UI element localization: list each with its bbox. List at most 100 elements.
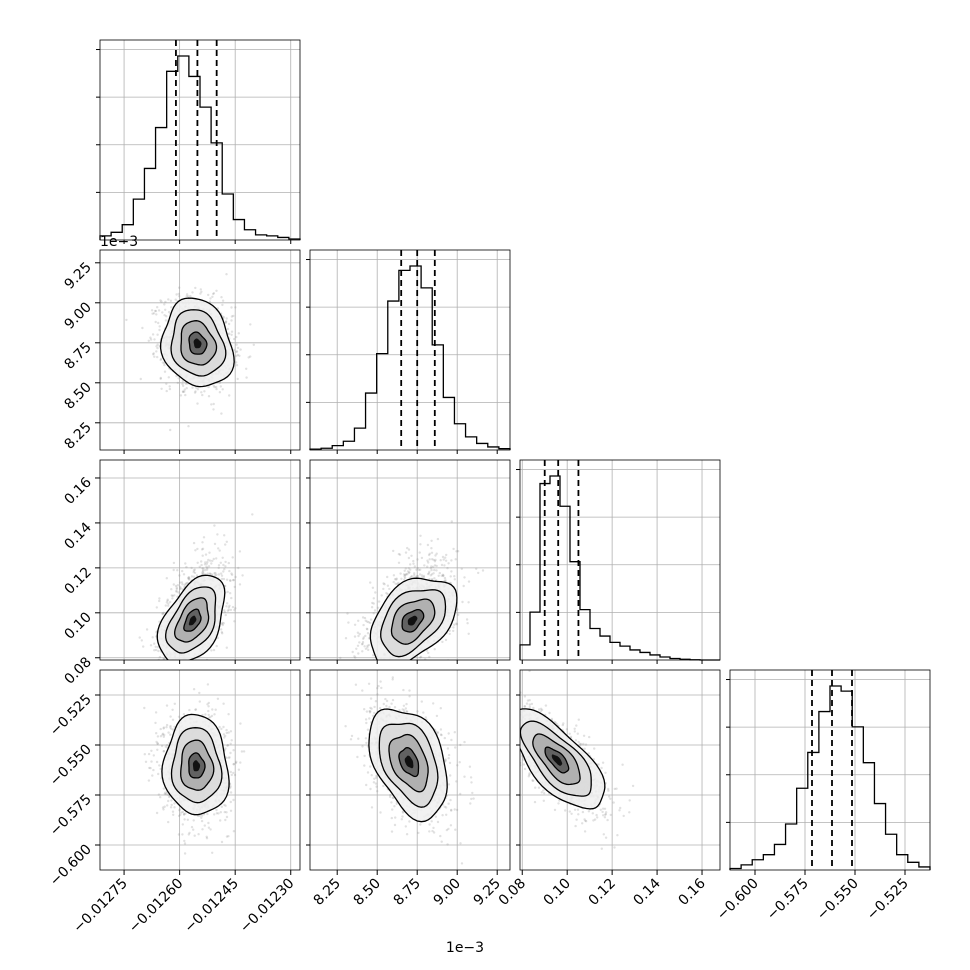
scatter-point: [142, 667, 144, 669]
scatter-point: [236, 353, 240, 357]
scatter-point: [163, 733, 166, 737]
scatter-point: [155, 313, 158, 316]
scatter-point: [153, 642, 156, 645]
scatter-point: [172, 667, 174, 669]
scatter-point: [353, 655, 356, 658]
scatter-point: [159, 357, 163, 361]
scatter-point: [176, 584, 180, 587]
scatter-point: [179, 585, 182, 589]
scatter-point: [222, 316, 226, 319]
scatter-point: [225, 605, 228, 608]
scatter-point: [217, 564, 221, 567]
scatter-point: [361, 650, 364, 653]
scatter-point: [372, 654, 375, 657]
scatter-point: [178, 295, 181, 298]
scatter-point: [182, 390, 185, 393]
scatter-point: [217, 547, 220, 550]
histogram-step-line: [309, 265, 511, 450]
scatter-point: [368, 660, 370, 662]
scatter-point: [192, 688, 196, 691]
scatter-point: [430, 547, 433, 550]
scatter-point: [233, 608, 236, 612]
scatter-point: [142, 645, 145, 648]
scatter-point: [196, 388, 200, 391]
scatter-point: [182, 573, 186, 576]
scatter-point: [201, 569, 205, 572]
scatter-point: [157, 309, 161, 312]
scatter-point: [153, 649, 156, 652]
scatter-point: [215, 644, 218, 648]
scatter-point: [363, 616, 367, 620]
scatter-point: [357, 634, 360, 638]
histogram-panel-3: [729, 669, 931, 871]
scatter-point: [187, 577, 190, 580]
scatter-point: [361, 640, 365, 644]
scatter-point: [156, 343, 159, 346]
scatter-point: [434, 554, 437, 557]
scatter-point: [192, 541, 196, 545]
scatter-point: [187, 576, 191, 579]
scatter-point: [191, 386, 194, 389]
scatter-point: [241, 574, 244, 577]
histogram-panel-1: [309, 249, 511, 451]
scatter-point: [455, 623, 459, 626]
scatter-point: [228, 579, 232, 582]
scatter-point: [357, 619, 360, 622]
scatter-point: [215, 557, 218, 560]
scatter-point: [181, 663, 183, 665]
scatter-point: [187, 425, 190, 428]
scatter-point: [206, 683, 210, 686]
scatter-point: [234, 306, 237, 309]
scatter-point: [395, 578, 398, 581]
scatter-point: [154, 645, 157, 648]
scatter-point: [428, 552, 431, 555]
scatter-point: [435, 552, 438, 555]
scatter-point: [229, 730, 233, 733]
scatter-point: [431, 565, 435, 568]
scatter-point: [238, 550, 242, 553]
scatter-point: [404, 567, 407, 570]
scatter-point: [220, 574, 224, 577]
scatter-point: [233, 585, 236, 589]
scatter-point: [191, 291, 194, 294]
scatter-point: [182, 813, 186, 816]
scatter-point: [177, 591, 180, 594]
scatter-point: [403, 575, 406, 578]
scatter-point: [209, 715, 212, 719]
scatter-point: [462, 584, 465, 588]
scatter-point: [181, 583, 184, 586]
scatter-point: [157, 772, 160, 776]
scatter-point: [178, 581, 182, 584]
scatter-point: [403, 574, 407, 577]
scatter-point: [221, 299, 225, 302]
scatter-point: [220, 631, 224, 634]
scatter-point: [196, 561, 199, 564]
scatter-point: [216, 533, 219, 536]
scatter-point: [147, 339, 150, 342]
scatter-point: [224, 584, 227, 588]
scatter-point: [192, 569, 196, 572]
density-core: [188, 615, 197, 626]
scatter-point: [446, 567, 449, 570]
scatter-point: [238, 583, 242, 586]
scatter-point: [369, 581, 372, 584]
scatter-point: [159, 377, 162, 380]
scatter-point: [230, 572, 233, 575]
scatter-point: [195, 574, 199, 577]
scatter-point: [205, 562, 208, 565]
scatter-point: [222, 622, 225, 625]
scatter-point: [228, 332, 231, 335]
scatter-point: [210, 573, 213, 576]
scatter-point: [228, 569, 231, 573]
scatter-point: [194, 286, 197, 290]
scatter-point: [441, 555, 445, 559]
scatter-point: [161, 806, 165, 809]
scatter-point: [167, 376, 170, 379]
scatter-point: [233, 337, 236, 341]
scatter-point: [211, 559, 214, 563]
scatter-point: [434, 558, 437, 562]
scatter-point: [171, 708, 174, 711]
scatter-point: [192, 828, 195, 831]
scatter-point: [201, 571, 204, 574]
